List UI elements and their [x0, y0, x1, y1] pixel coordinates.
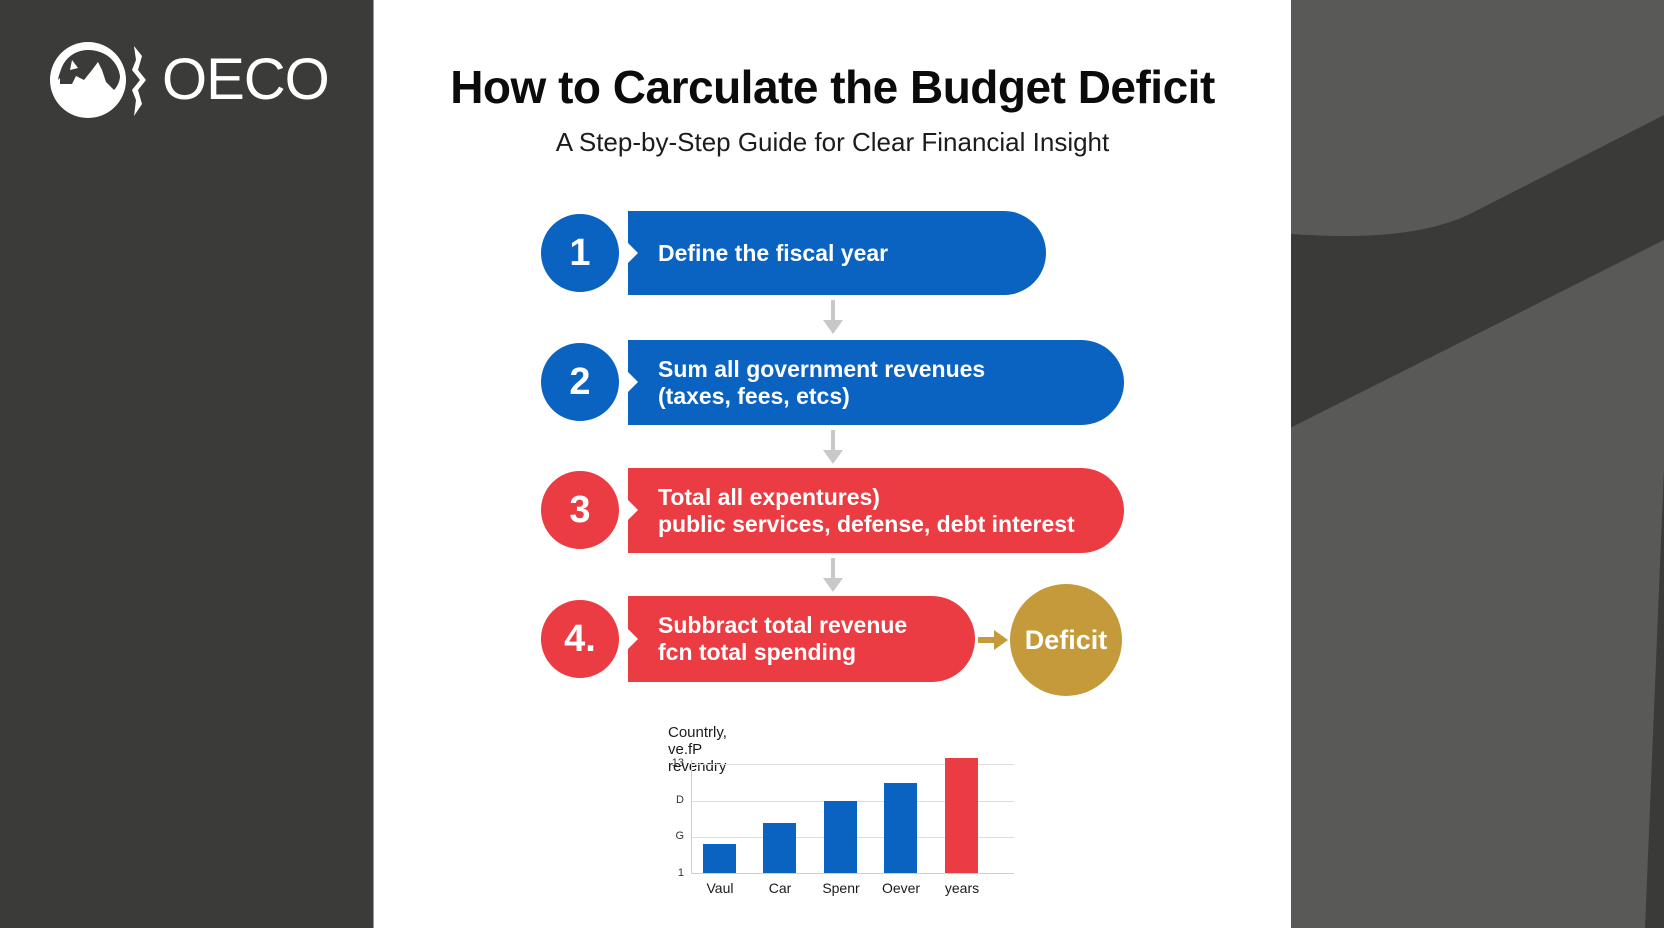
y-tick: 13	[671, 757, 684, 769]
page-subtitle: A Step-by-Step Guide for Clear Financial…	[555, 127, 1110, 157]
step-2-pointer-icon	[628, 372, 638, 392]
arrow-down-icon	[823, 300, 843, 334]
left-background	[0, 0, 373, 928]
arrow-down-icon	[823, 430, 843, 464]
step-3-pointer-icon	[628, 500, 638, 520]
y-tick: 1	[677, 867, 684, 879]
step-4-number: 4.	[538, 597, 622, 681]
chart-bar-spenr	[824, 801, 857, 873]
x-label: Vaul	[706, 880, 734, 896]
step-3-text-line1: Total all expentures)	[658, 483, 880, 510]
x-label: Car	[768, 880, 792, 896]
chart-bar-vaul	[703, 844, 736, 873]
step-3-text-line2: public services, defense, debt interest	[658, 510, 1075, 537]
brand-logo: OECO	[48, 40, 330, 120]
page-title: How to Carculate the Budget Deficit	[450, 61, 1215, 113]
step-4-text-line2: fcn total spending	[658, 639, 857, 665]
chart-bar-years	[945, 758, 978, 873]
step-2-text-line1: Sum all government revenues	[658, 355, 986, 382]
step-1-box: Define the fiscal year	[628, 211, 1046, 295]
x-axis-line	[692, 873, 1014, 874]
x-label: Spenr	[822, 880, 860, 896]
step-4-pointer-icon	[628, 629, 638, 649]
gridline	[692, 764, 1014, 765]
step-2-text-line2: (taxes, fees, etcs)	[658, 382, 850, 409]
step-4-text-line1: Subbract total revenue	[658, 612, 908, 638]
step-1-text: Define the fiscal year	[658, 239, 889, 266]
step-1-number: 1	[538, 211, 622, 295]
arrow-down-icon	[823, 558, 843, 592]
y-tick: D	[676, 794, 684, 806]
deficit-result-badge: Deficit	[1010, 584, 1122, 696]
infographic-panel: How to Carculate the Budget Deficit A St…	[373, 0, 1291, 928]
y-tick: G	[675, 830, 684, 842]
step-2-number: 2	[538, 340, 622, 424]
step-3-number: 3	[538, 468, 622, 552]
x-label: Oever	[881, 880, 921, 896]
chevron-mark-icon	[132, 46, 146, 116]
y-axis-line	[691, 760, 692, 874]
step-4-box: Subbract total revenue fcn total spendin…	[628, 596, 975, 682]
x-label: years	[944, 880, 980, 896]
step-2-box: Sum all government revenues (taxes, fees…	[628, 340, 1124, 425]
chart-bar-oever	[884, 783, 917, 873]
globe-icon	[50, 42, 126, 118]
arrow-right-icon	[978, 630, 1008, 650]
decorative-waves	[1290, 0, 1664, 928]
step-1-pointer-icon	[628, 243, 638, 263]
chart-title: Countrly, ve.fP revendry	[668, 724, 727, 775]
chart-bar-car	[763, 823, 796, 873]
right-background	[1290, 0, 1664, 928]
step-3-box: Total all expentures) public services, d…	[628, 468, 1124, 553]
logo-text: OECO	[162, 47, 330, 112]
